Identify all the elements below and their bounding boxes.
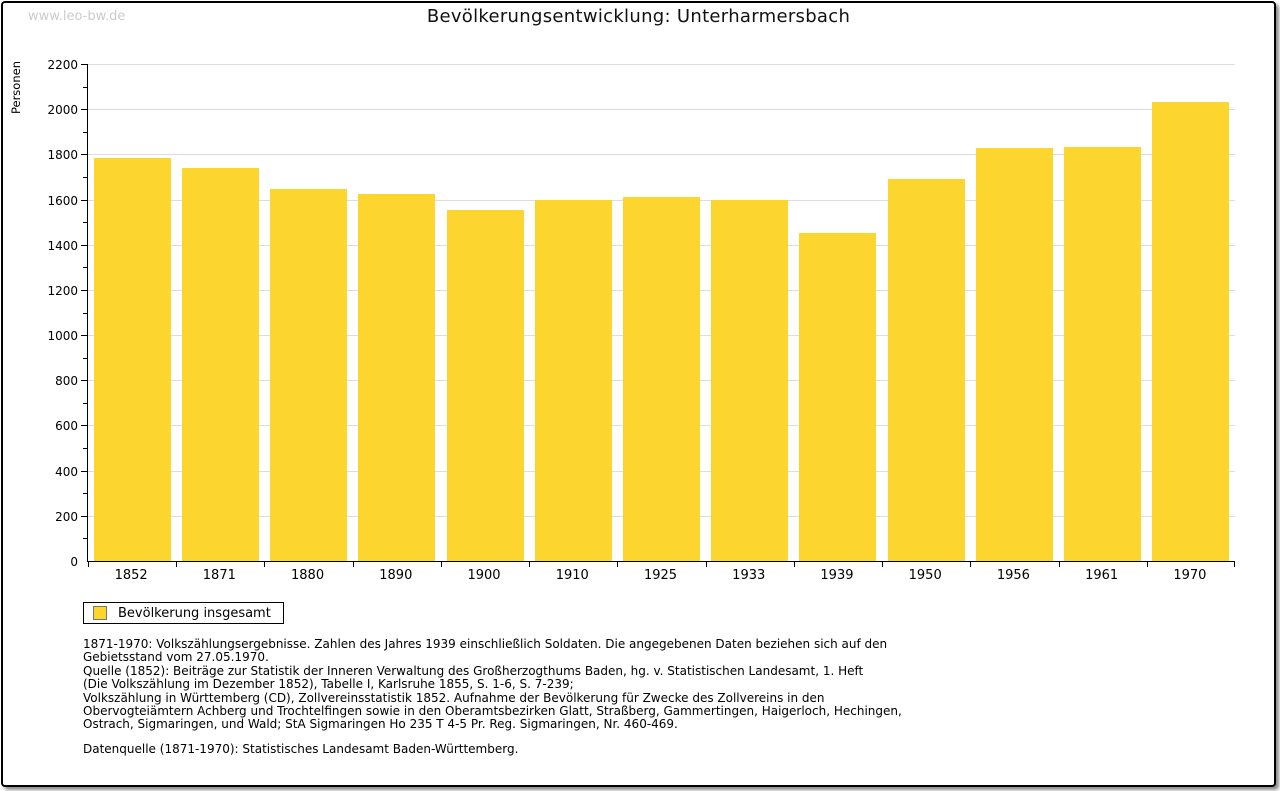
source-line: Obervogteiämtern Achberg und Trochtelfin… [83, 704, 902, 719]
x-axis-tick [705, 562, 707, 567]
y-axis-tick-label: 1200 [47, 283, 78, 298]
x-axis-label-1939: 1939 [820, 568, 854, 583]
bar-1970 [1152, 102, 1230, 561]
source-line: Quelle (1852): Beiträge zur Statistik de… [83, 663, 864, 678]
y-axis-tick [83, 402, 87, 404]
y-axis-tick-label: 800 [55, 374, 78, 389]
bar-1950 [887, 178, 965, 561]
bar-1956 [975, 147, 1053, 561]
chart-title: Bevölkerungsentwicklung: Unterharmersbac… [426, 6, 851, 27]
x-axis-tick [1234, 562, 1235, 567]
y-axis-tick [81, 154, 87, 156]
x-axis-label-1961: 1961 [1085, 568, 1119, 583]
x-axis-label-1970: 1970 [1173, 568, 1207, 583]
y-axis-tick [83, 267, 87, 269]
x-axis-label-1880: 1880 [291, 568, 325, 583]
y-axis-tick [81, 380, 87, 382]
y-axis-tick [83, 448, 87, 450]
x-axis-label-1871: 1871 [202, 568, 236, 583]
y-axis-tick [81, 470, 87, 472]
y-axis-title: Personen [9, 61, 23, 115]
legend-swatch-icon [93, 606, 107, 620]
x-axis-label-1956: 1956 [996, 568, 1030, 583]
x-axis-label-1950: 1950 [908, 568, 942, 583]
y-axis-tick [83, 131, 87, 133]
y-axis-tick [81, 425, 87, 427]
x-axis-tick [793, 562, 795, 567]
y-axis-tick [83, 222, 87, 224]
x-axis-tick [264, 562, 266, 567]
x-axis-tick [617, 562, 619, 567]
x-axis-tick [352, 562, 354, 567]
bar-1900 [446, 210, 524, 561]
bar-1852 [93, 158, 171, 561]
y-axis-tick-label: 600 [55, 419, 78, 434]
y-axis-tick-label: 2000 [47, 103, 78, 118]
gridline [88, 154, 1235, 156]
gridline [88, 109, 1235, 111]
legend: Bevölkerung insgesamt [83, 602, 284, 624]
source-line: Ostrach, Sigmaringen, und Wald; StA Sigm… [83, 717, 678, 732]
bar-1961 [1064, 147, 1142, 561]
y-axis-tick [81, 289, 87, 291]
x-axis-tick [88, 562, 89, 567]
y-axis-tick [81, 515, 87, 517]
plot-area: 0 200 400 600 800 1000 1200 1400 1600 1800 2000 220… [47, 58, 1235, 569]
source-line: Volkszählung in Württemberg (CD), Zollve… [83, 690, 825, 705]
y-axis-tick-label: 400 [55, 464, 78, 479]
y-axis-tick-label: 1000 [47, 329, 78, 344]
bar-1939 [799, 232, 877, 561]
x-axis-label-1910: 1910 [555, 568, 589, 583]
x-axis-tick [529, 562, 531, 567]
y-axis-tick-label: 200 [55, 509, 78, 524]
bar-1871 [181, 168, 259, 561]
source-line: (Die Volkszählung im Dezember 1852), Tab… [83, 677, 574, 692]
gridline [88, 64, 1235, 65]
x-axis-tick [176, 562, 178, 567]
bar-1910 [534, 200, 612, 561]
x-axis-tick [1058, 562, 1060, 567]
x-axis-tick [970, 562, 972, 567]
x-axis-tick [882, 562, 884, 567]
datenquelle-line: Datenquelle (1871-1970): Statistisches L… [83, 741, 519, 756]
y-axis-tick-label: 1600 [47, 193, 78, 208]
y-axis-tick [83, 538, 87, 540]
y-axis-tick [83, 176, 87, 178]
x-axis-label-1925: 1925 [643, 568, 678, 583]
watermark: www.leo-bw.de [28, 9, 126, 24]
y-axis-tick [81, 199, 87, 201]
y-axis-tick [81, 244, 87, 246]
y-axis-tick [81, 109, 87, 111]
source-line: 1871-1970: Volkszählungsergebnisse. Zahl… [83, 637, 888, 651]
y-axis-tick-label: 2200 [47, 58, 78, 72]
y-axis-tick [83, 312, 87, 314]
bar-1925 [623, 197, 700, 561]
x-axis-label-1852: 1852 [114, 568, 148, 583]
source-text: 1871-1970: Volkszählungsergebnisse. Zahl… [83, 637, 923, 756]
bar-1933 [711, 200, 789, 561]
x-axis-label-1933: 1933 [732, 568, 766, 583]
source-lines: 1871-1970: Volkszählungsergebnisse. Zahl… [83, 637, 923, 732]
y-axis-tick [83, 86, 87, 88]
y-axis-tick [81, 335, 87, 337]
y-axis-tick [83, 357, 87, 359]
y-axis-tick-label: 1400 [47, 238, 78, 253]
bar-1880 [270, 189, 348, 561]
source-line: Gebietsstand vom 27.05.1970. [83, 650, 269, 665]
x-axis-label-1890: 1890 [379, 568, 413, 583]
y-axis-tick [81, 64, 87, 65]
y-axis-tick-label: 0 [70, 555, 78, 569]
y-axis-tick [83, 493, 87, 495]
x-axis-tick [440, 562, 442, 567]
bar-1890 [358, 194, 436, 561]
y-axis-tick-label: 1800 [47, 148, 78, 163]
x-axis-tick [1146, 562, 1148, 567]
legend-label: Bevölkerung insgesamt [118, 605, 271, 621]
x-axis-label-1900: 1900 [467, 568, 501, 583]
